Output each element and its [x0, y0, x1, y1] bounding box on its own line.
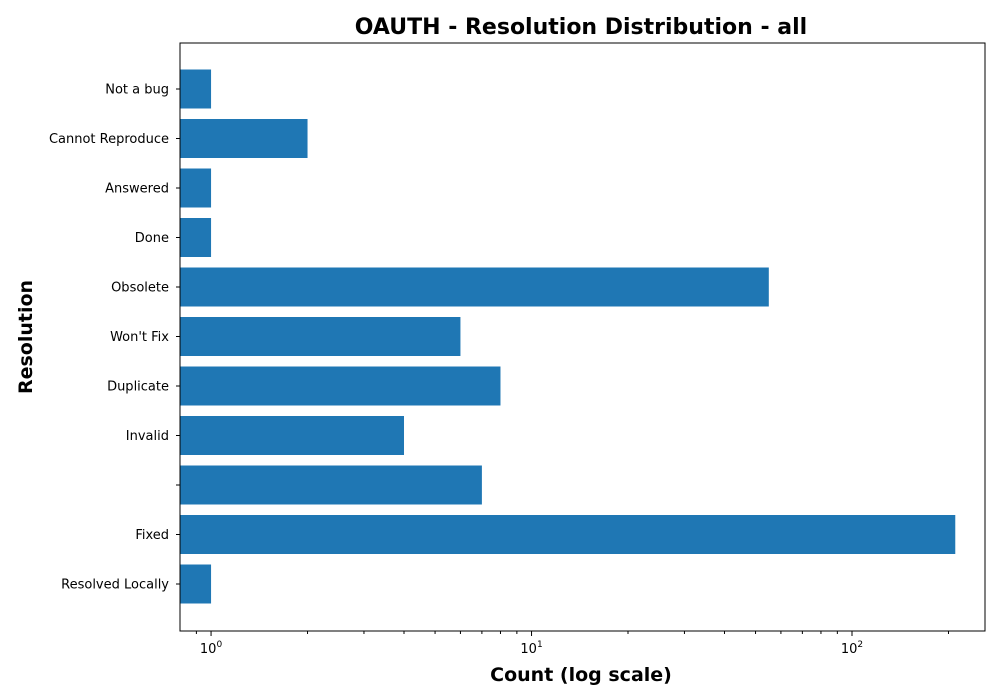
x-tick-label: 101: [520, 640, 542, 657]
chart-title: OAUTH - Resolution Distribution - all: [355, 15, 807, 40]
bars-group: [180, 69, 956, 604]
bar: [180, 317, 461, 356]
y-tick-label: Resolved Locally: [61, 578, 169, 593]
bar: [180, 564, 212, 604]
y-tick-label: Invalid: [126, 429, 169, 444]
bar: [180, 366, 501, 406]
x-tick-label: 100: [200, 640, 223, 657]
bar: [180, 267, 769, 307]
y-tick-label: Answered: [105, 182, 169, 197]
x-axis-ticks: 100 101 102: [195, 631, 949, 657]
x-tick-label: 102: [841, 640, 863, 657]
y-axis-label: Resolution: [15, 280, 37, 394]
y-tick-label: Fixed: [135, 528, 169, 543]
y-axis-ticks: Not a bug Cannot Reproduce Answered Done Obs…: [49, 83, 180, 593]
bar: [180, 168, 212, 208]
bar: [180, 69, 212, 109]
bar: [180, 218, 212, 257]
y-tick-label: Done: [135, 231, 169, 246]
y-tick-label: Won't Fix: [110, 330, 169, 345]
y-tick-label: Not a bug: [105, 83, 169, 98]
bar: [180, 416, 405, 455]
y-tick-label: Cannot Reproduce: [49, 132, 169, 147]
bar: [180, 515, 956, 554]
bar: [180, 119, 308, 158]
y-tick-label: Obsolete: [111, 281, 169, 296]
y-tick-label: Duplicate: [107, 380, 169, 395]
bar: [180, 465, 482, 505]
x-axis-label: Count (log scale): [490, 664, 672, 686]
